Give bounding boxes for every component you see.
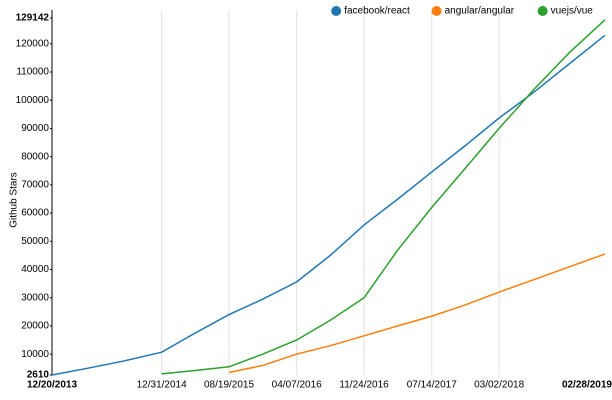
legend-label: facebook/react [344, 6, 410, 17]
series-line [51, 34, 606, 376]
y-tick-label: 70000 [21, 180, 49, 191]
x-tick-label: 07/14/2017 [407, 380, 457, 391]
y-tick-label: 90000 [21, 123, 49, 134]
y-tick-label: 2610 [27, 370, 50, 381]
series-line [161, 19, 606, 375]
x-tick-label: 11/24/2016 [339, 380, 389, 391]
y-tick-label: 50000 [21, 236, 49, 247]
y-axis-label: Github Stars [9, 172, 20, 228]
y-tick-label: 129142 [16, 13, 50, 24]
legend-marker [431, 6, 442, 16]
x-tick-label: 12/31/2014 [137, 380, 187, 391]
y-tick-label: 20000 [21, 321, 49, 332]
series-line [228, 253, 606, 374]
legend-marker [537, 6, 548, 16]
y-tick-label: 110000 [16, 67, 49, 78]
legend-label: angular/angular [445, 6, 515, 17]
y-tick-label: 60000 [21, 208, 49, 219]
y-tick-label: 10000 [21, 349, 49, 360]
y-tick-label: 80000 [21, 151, 49, 162]
x-tick-label: 08/19/2015 [204, 380, 254, 391]
y-tick-label: 40000 [21, 264, 49, 275]
x-tick-label: 12/20/2013 [27, 380, 77, 391]
x-tick-label: 03/02/2018 [474, 380, 524, 391]
legend-marker [331, 6, 342, 16]
y-tick-label: 120000 [16, 38, 50, 49]
x-tick-label: 02/28/2019 [562, 380, 612, 391]
x-tick-label: 04/07/2016 [272, 380, 322, 391]
legend-label: vuejs/vue [551, 6, 594, 17]
y-tick-label: 100000 [16, 95, 50, 106]
y-tick-label: 30000 [21, 292, 49, 303]
